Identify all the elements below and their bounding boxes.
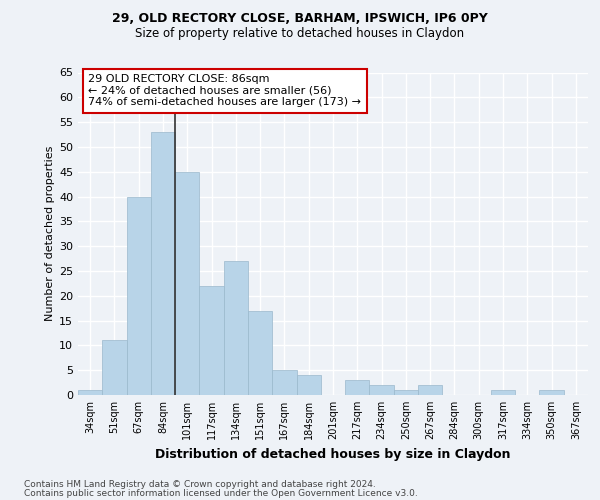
Bar [151, 132, 175, 395]
X-axis label: Distribution of detached houses by size in Claydon: Distribution of detached houses by size … [155, 448, 511, 460]
Y-axis label: Number of detached properties: Number of detached properties [45, 146, 55, 322]
Bar [199, 286, 224, 395]
Bar [418, 385, 442, 395]
Text: 29, OLD RECTORY CLOSE, BARHAM, IPSWICH, IP6 0PY: 29, OLD RECTORY CLOSE, BARHAM, IPSWICH, … [112, 12, 488, 26]
Bar [491, 390, 515, 395]
Bar [394, 390, 418, 395]
Bar [296, 375, 321, 395]
Text: 29 OLD RECTORY CLOSE: 86sqm
← 24% of detached houses are smaller (56)
74% of sem: 29 OLD RECTORY CLOSE: 86sqm ← 24% of det… [88, 74, 361, 108]
Bar [345, 380, 370, 395]
Bar [78, 390, 102, 395]
Bar [102, 340, 127, 395]
Bar [224, 261, 248, 395]
Bar [370, 385, 394, 395]
Bar [539, 390, 564, 395]
Text: Size of property relative to detached houses in Claydon: Size of property relative to detached ho… [136, 28, 464, 40]
Bar [248, 310, 272, 395]
Bar [272, 370, 296, 395]
Bar [127, 196, 151, 395]
Text: Contains public sector information licensed under the Open Government Licence v3: Contains public sector information licen… [24, 489, 418, 498]
Bar [175, 172, 199, 395]
Text: Contains HM Land Registry data © Crown copyright and database right 2024.: Contains HM Land Registry data © Crown c… [24, 480, 376, 489]
